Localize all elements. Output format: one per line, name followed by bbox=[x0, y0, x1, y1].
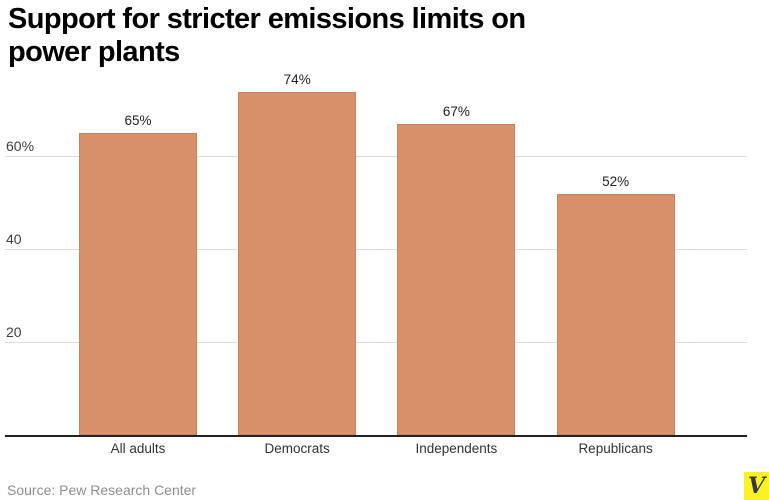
bar-all-adults bbox=[79, 133, 197, 436]
y-tick-label: 20 bbox=[6, 323, 22, 340]
chart-title-line-1: Support for stricter emissions limits on bbox=[8, 3, 526, 35]
gridline-y40 bbox=[5, 249, 747, 251]
y-tick-label: 40 bbox=[6, 230, 22, 247]
category-label-independents: Independents bbox=[415, 441, 498, 456]
bar-independents bbox=[397, 124, 516, 436]
x-axis-line bbox=[5, 434, 747, 437]
category-label-all-adults: All adults bbox=[110, 441, 166, 456]
value-label-all-adults: 65% bbox=[124, 113, 152, 129]
value-label-democrats: 74% bbox=[283, 71, 311, 87]
bar-republicans bbox=[556, 193, 675, 436]
category-label-republicans: Republicans bbox=[578, 441, 653, 456]
vox-logo: V bbox=[744, 472, 769, 500]
bar-democrats bbox=[238, 91, 357, 436]
vox-logo-letter: V bbox=[747, 473, 766, 499]
gridline-y20 bbox=[5, 342, 747, 344]
source-credit: Source: Pew Research Center bbox=[7, 482, 197, 498]
chart-title: Support for stricter emissions limits on… bbox=[8, 3, 526, 69]
chart-title-line-2: power plants bbox=[8, 36, 180, 68]
y-tick-label: 60% bbox=[6, 137, 35, 154]
gridline-y60 bbox=[5, 156, 747, 158]
value-label-republicans: 52% bbox=[602, 173, 630, 189]
value-label-independents: 67% bbox=[442, 104, 470, 120]
category-label-democrats: Democrats bbox=[264, 441, 330, 456]
